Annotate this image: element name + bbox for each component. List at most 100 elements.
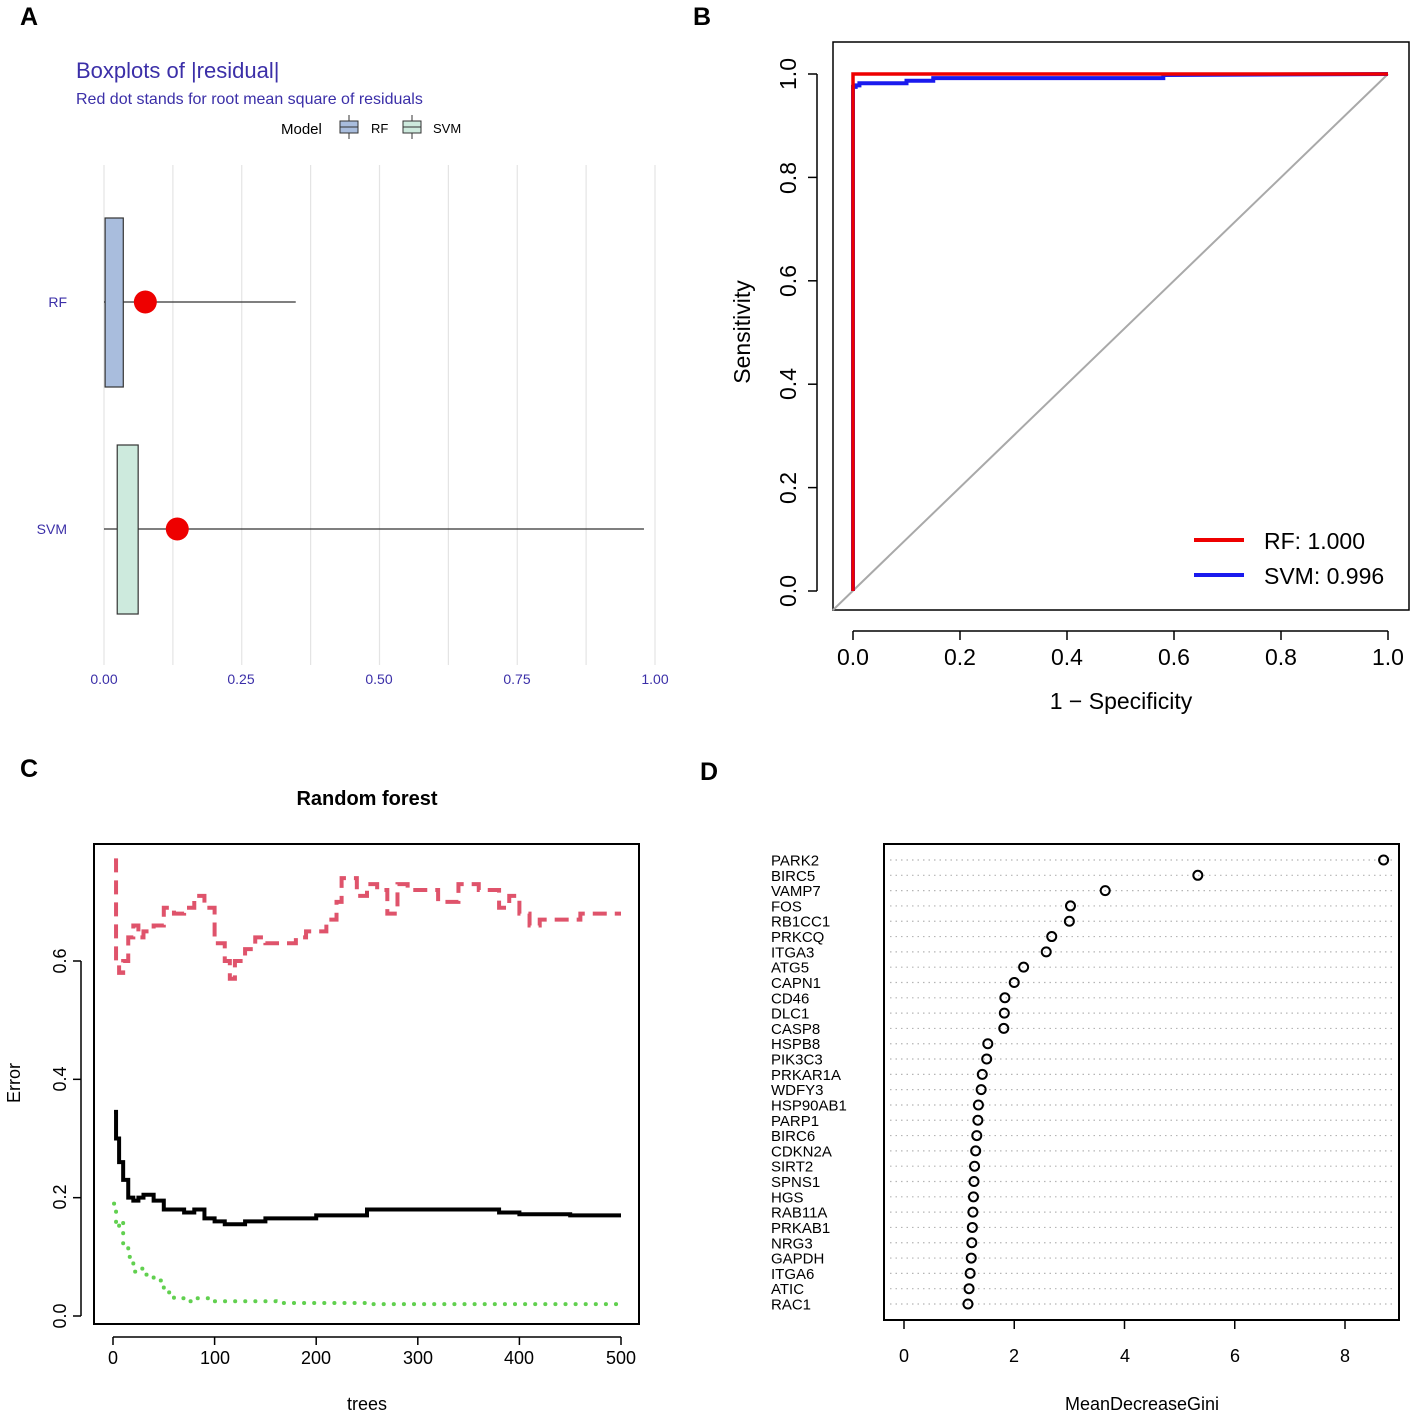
c-ytick: 0.0 [50, 1303, 70, 1328]
d-point [1378, 854, 1390, 866]
b-plot-frame [832, 41, 1410, 611]
b-ytick: 0.2 [775, 472, 801, 504]
d-gene-label: ITGA6 [771, 1266, 814, 1283]
panel-c: Random forest 0 100 200 300 400 500 0.0 … [4, 788, 640, 1414]
d-gene-label: PARP1 [771, 1113, 819, 1130]
a-legend: Model RF SVM [281, 115, 461, 139]
d-gene-label: ATIC [771, 1281, 804, 1298]
d-xtick: 2 [1009, 1346, 1019, 1366]
b-xtick: 0.2 [944, 644, 976, 670]
c-xlabel: trees [347, 1394, 387, 1414]
d-point [975, 1084, 987, 1096]
panel-letter-b: B [693, 3, 711, 31]
b-roc-rf [851, 72, 1388, 591]
d-gene-label: RAB11A [771, 1205, 827, 1222]
a-box-svm [116, 444, 139, 615]
d-gene-label: HSPB8 [771, 1036, 820, 1053]
d-xtick: 6 [1230, 1346, 1240, 1366]
b-xtick: 0.4 [1051, 644, 1083, 670]
d-point [969, 1160, 981, 1172]
d-point [967, 1206, 979, 1218]
c-ylabel: Error [4, 1063, 24, 1103]
d-gene-label: CASP8 [771, 1021, 820, 1038]
c-line-oob [114, 1109, 621, 1227]
b-xtick: 1.0 [1372, 644, 1404, 670]
d-gene-label: BIRC6 [771, 1128, 815, 1145]
b-legend-label-svm: SVM: 0.996 [1264, 563, 1384, 589]
d-point [970, 1145, 982, 1157]
d-gene-label: BIRC5 [771, 868, 815, 885]
panel-letter-d: D [700, 758, 718, 786]
b-roc-curves [832, 72, 1389, 611]
d-gene-label: SIRT2 [771, 1159, 813, 1176]
d-axes [903, 1319, 1346, 1329]
d-point [998, 1022, 1010, 1034]
panel-letter-a: A [20, 3, 38, 31]
a-ylabel-svm: SVM [37, 521, 67, 537]
d-point [1064, 900, 1076, 912]
d-xlabel: MeanDecreaseGini [1065, 1394, 1219, 1414]
d-point [1099, 885, 1111, 897]
d-gene-label: CAPN1 [771, 975, 821, 992]
c-xtick: 300 [403, 1348, 433, 1368]
d-point [972, 1114, 984, 1126]
b-ytick: 0.6 [775, 265, 801, 297]
d-gene-label: CD46 [771, 990, 809, 1007]
b-xtick: 0.0 [837, 644, 869, 670]
c-xtick: 500 [606, 1348, 636, 1368]
d-gene-label: FOS [771, 898, 802, 915]
d-gene-label: VAMP7 [771, 883, 821, 900]
d-point [963, 1283, 975, 1295]
a-title: Boxplots of |residual| [76, 58, 279, 83]
c-plot-frame [93, 843, 640, 1325]
d-gene-label: NRG3 [771, 1235, 813, 1252]
c-ytick: 0.2 [50, 1184, 70, 1209]
panel-b: 0.0 0.2 0.4 0.6 0.8 1.0 0.0 0.2 0.4 0.6 … [729, 41, 1410, 714]
b-legend: RF: 1.000 SVM: 0.996 [1194, 528, 1384, 589]
d-dotchart: PARK2BIRC5VAMP7FOSRB1CC1PRKCQITGA3ATG5CA… [771, 853, 1393, 1314]
panel-d: PARK2BIRC5VAMP7FOSRB1CC1PRKCQITGA3ATG5CA… [771, 843, 1400, 1414]
d-point [966, 1221, 978, 1233]
d-point [1018, 961, 1030, 973]
d-gene-label: HGS [771, 1189, 804, 1206]
b-ytick: 0.0 [775, 575, 801, 607]
d-point [981, 1053, 993, 1065]
d-xtick: 8 [1340, 1346, 1350, 1366]
c-axes [73, 960, 622, 1345]
d-gene-label: PARK2 [771, 853, 819, 870]
d-point [962, 1298, 974, 1310]
d-gene-label: RB1CC1 [771, 914, 830, 931]
d-gene-label: PRKAR1A [771, 1067, 841, 1084]
b-ytick: 0.8 [775, 162, 801, 194]
a-xtick: 0.25 [227, 671, 254, 687]
d-point [968, 1176, 980, 1188]
d-point [967, 1191, 979, 1203]
c-ytick: 0.4 [50, 1066, 70, 1091]
b-ytick: 0.4 [775, 368, 801, 400]
a-ylabel-rf: RF [48, 294, 67, 310]
d-gene-label: ITGA3 [771, 944, 814, 961]
d-xtick: 4 [1120, 1346, 1130, 1366]
d-plot-frame [883, 843, 1400, 1321]
d-point [1063, 915, 1075, 927]
c-xtick: 400 [504, 1348, 534, 1368]
a-xtick: 0.50 [365, 671, 392, 687]
d-point [965, 1252, 977, 1264]
c-title: Random forest [296, 788, 437, 810]
a-legend-label-svm: SVM [433, 121, 461, 136]
d-point [976, 1068, 988, 1080]
d-point [966, 1237, 978, 1249]
a-legend-title: Model [281, 121, 322, 138]
d-point [964, 1267, 976, 1279]
a-rmse-dot-svm [165, 517, 189, 541]
d-gene-label: WDFY3 [771, 1082, 824, 1099]
a-box-rf [104, 217, 124, 388]
d-point [972, 1099, 984, 1111]
c-xtick: 200 [301, 1348, 331, 1368]
b-diagonal-reference [832, 73, 1389, 611]
panel-letter-c: C [20, 755, 38, 783]
d-point [982, 1038, 994, 1050]
c-line-class2 [112, 1201, 623, 1307]
a-legend-label-rf: RF [371, 121, 388, 136]
